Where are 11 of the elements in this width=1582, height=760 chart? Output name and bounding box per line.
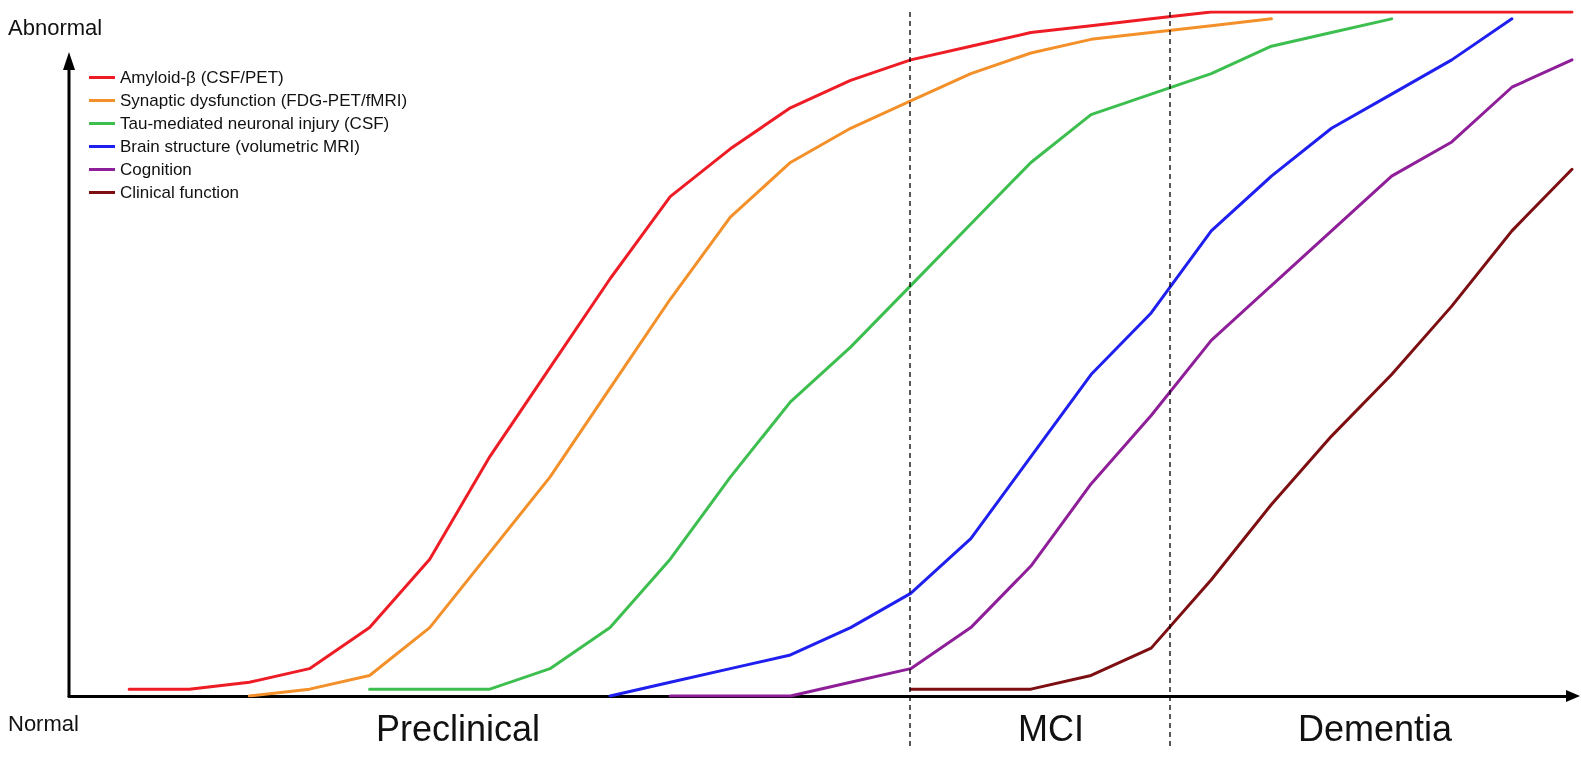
text: Preclinical [376,707,541,749]
legend-label: Synaptic dysfunction (FDG-PET/fMRI) [120,91,408,110]
text: Normal [8,710,79,736]
legend-label: Tau-mediated neuronal injury (CSF) [120,114,390,133]
text: Dementia [1298,707,1454,749]
legend-label: Clinical function [120,183,240,202]
annotation: Abnormal [8,14,103,40]
legend-label: Cognition [120,160,192,179]
text: MCI [1018,707,1084,749]
legend-label: Amyloid-β (CSF/PET) [120,68,284,87]
legend-label: Brain structure (volumetric MRI) [120,137,360,156]
